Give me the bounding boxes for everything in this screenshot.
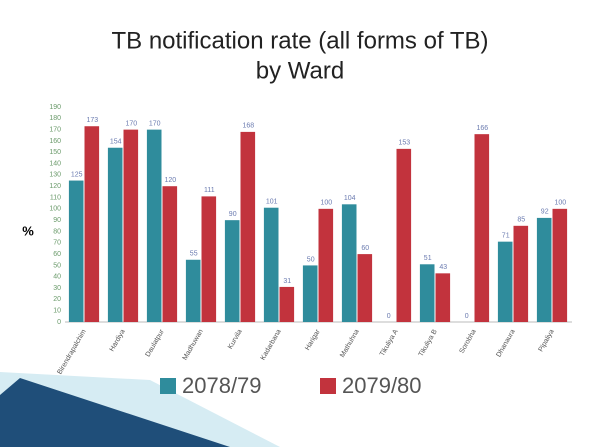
data-label: 170	[149, 120, 161, 127]
y-tick-label: 160	[49, 138, 61, 145]
data-label: 50	[307, 256, 315, 263]
y-axis-label: %	[22, 223, 34, 238]
data-label: 154	[110, 139, 122, 146]
bar	[536, 217, 552, 322]
data-label: 168	[242, 123, 254, 130]
data-label: 92	[541, 209, 549, 216]
data-label: 31	[283, 278, 291, 285]
data-label: 0	[465, 313, 469, 320]
bar	[107, 147, 123, 322]
y-tick-label: 150	[49, 149, 61, 156]
bar	[513, 225, 529, 322]
legend-label: 2078/79	[182, 373, 262, 398]
legend-label: 2079/80	[342, 373, 422, 398]
bar	[396, 148, 412, 322]
legend-swatch	[160, 378, 176, 394]
data-label: 104	[344, 195, 356, 202]
bar	[185, 259, 201, 322]
bar	[552, 208, 568, 322]
data-label: 60	[361, 245, 369, 252]
y-tick-label: 110	[50, 194, 61, 201]
y-tick-label: 190	[49, 104, 61, 111]
data-label: 173	[86, 117, 98, 124]
legend-swatch	[320, 378, 336, 394]
bar	[240, 131, 256, 322]
bar	[162, 186, 178, 322]
y-tick-label: 30	[53, 285, 61, 292]
bar	[318, 208, 334, 322]
bar	[435, 273, 451, 322]
data-label: 51	[424, 255, 432, 262]
data-label: 55	[190, 251, 198, 258]
bar	[84, 126, 100, 322]
data-label: 170	[125, 120, 137, 127]
bar	[279, 286, 295, 322]
data-label: 71	[502, 233, 510, 240]
y-tick-label: 20	[53, 296, 61, 303]
y-tick-label: 70	[53, 240, 61, 247]
data-label: 43	[439, 264, 447, 271]
y-tick-label: 90	[53, 217, 61, 224]
bar	[419, 264, 435, 322]
data-label: 111	[204, 187, 215, 194]
y-tick-label: 170	[49, 126, 61, 133]
y-tick-label: 40	[53, 274, 61, 281]
data-label: 153	[398, 140, 410, 147]
bar	[474, 134, 490, 322]
bar	[146, 129, 162, 322]
y-tick-label: 60	[53, 251, 61, 258]
data-label: 0	[387, 313, 391, 320]
y-tick-label: 130	[49, 172, 61, 179]
bar	[224, 220, 240, 322]
data-label: 85	[517, 217, 525, 224]
bar	[302, 265, 318, 322]
data-label: 101	[266, 199, 278, 206]
y-tick-label: 80	[53, 228, 61, 235]
bar	[201, 196, 217, 322]
chart-title: by Ward	[256, 57, 344, 84]
data-label: 90	[229, 211, 237, 218]
decor-arrow	[0, 378, 230, 447]
bar	[263, 207, 279, 322]
bar	[497, 241, 513, 322]
y-tick-label: 0	[57, 319, 61, 326]
y-tick-label: 180	[49, 115, 61, 122]
bar	[68, 180, 84, 322]
y-tick-label: 140	[49, 160, 61, 167]
bar	[123, 129, 139, 322]
data-label: 125	[71, 171, 83, 178]
bar	[357, 254, 373, 322]
data-label: 100	[554, 200, 566, 207]
chart-title: TB notification rate (all forms of TB)	[111, 27, 488, 54]
y-tick-label: 100	[49, 206, 61, 213]
y-tick-label: 50	[53, 262, 61, 269]
data-label: 100	[320, 200, 332, 207]
bar	[341, 204, 357, 322]
data-label: 166	[476, 125, 488, 132]
data-label: 120	[164, 177, 176, 184]
y-tick-label: 120	[49, 183, 61, 190]
y-tick-label: 10	[53, 308, 61, 315]
